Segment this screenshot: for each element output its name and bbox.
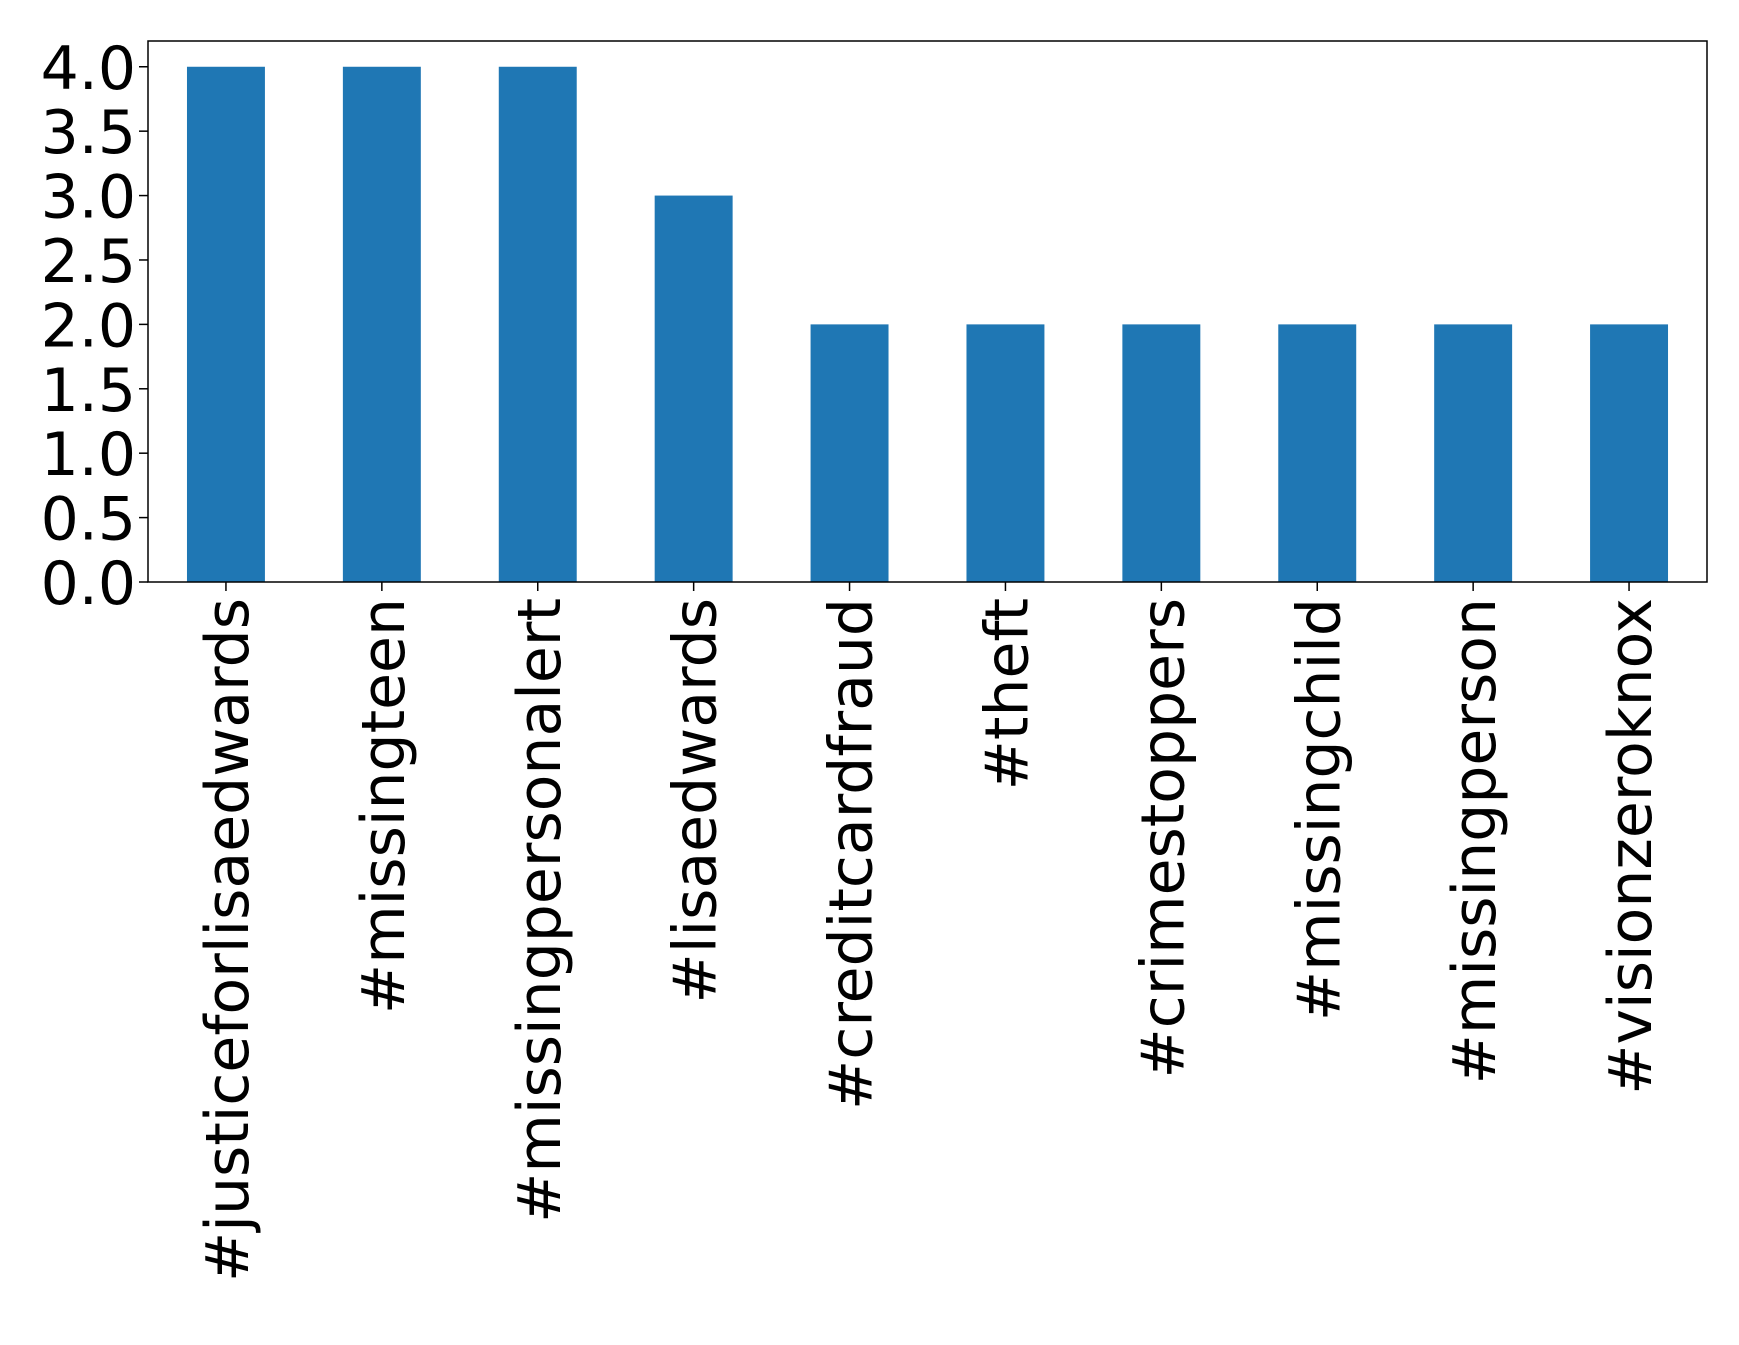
plot-frame: [147, 40, 1708, 583]
bar: [186, 66, 265, 582]
bar: [654, 195, 733, 583]
y-tick-label: 3.5: [41, 98, 136, 168]
x-tick-label: #missingchild: [1284, 598, 1354, 1021]
x-tick-label: #visionzeroknox: [1596, 598, 1666, 1095]
y-tick-label: 2.0: [41, 291, 136, 361]
y-tick-label: 2.5: [41, 227, 136, 297]
bar: [1278, 324, 1357, 582]
x-tick-label: #missingteen: [349, 598, 419, 1014]
y-tick-label: 3.0: [41, 163, 136, 233]
y-tick-label: 1.5: [41, 356, 136, 426]
x-tick-label: #missingperson: [1440, 598, 1510, 1084]
bar: [810, 324, 889, 582]
x-tick-label: #creditcardfraud: [817, 598, 887, 1110]
y-tick-label: 0.5: [41, 485, 136, 555]
x-tick-label: #crimestoppers: [1128, 598, 1198, 1078]
x-tick-label: #justiceforlisaedwards: [193, 598, 263, 1282]
bar: [498, 66, 577, 582]
bar: [966, 324, 1045, 582]
y-tick-label: 1.0: [41, 420, 136, 490]
bar: [1434, 324, 1513, 582]
x-tick-label: #missingpersonalert: [505, 598, 575, 1223]
y-tick-label: 0.0: [41, 549, 136, 619]
y-tick-label: 4.0: [41, 34, 136, 104]
x-tick-label: #lisaedwards: [661, 598, 731, 1003]
bar: [1122, 324, 1201, 582]
x-tick-label: #theft: [972, 598, 1042, 790]
bar: [1590, 324, 1669, 582]
bar: [342, 66, 421, 582]
